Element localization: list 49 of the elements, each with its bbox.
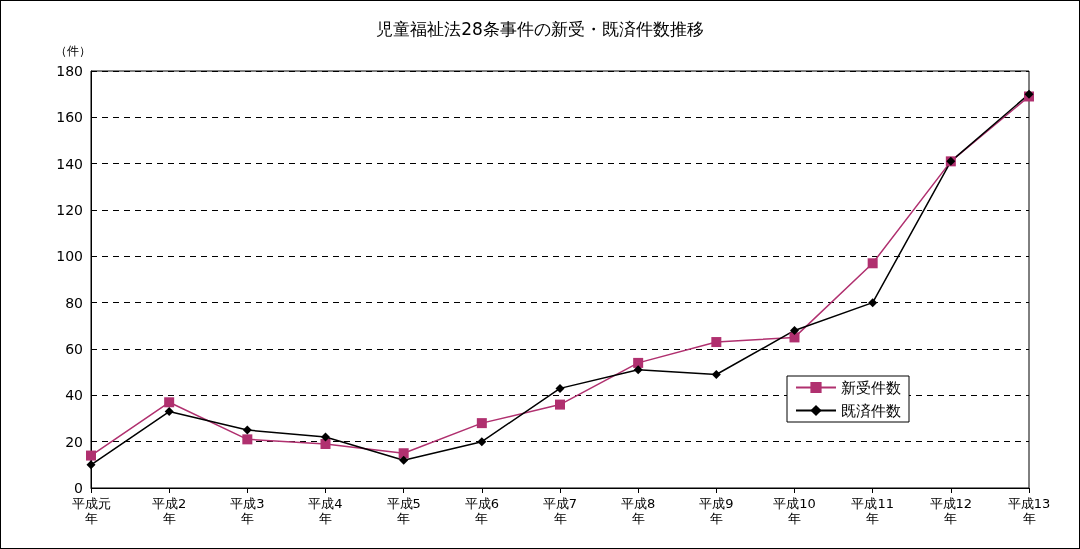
y-tick-label: 100 [56, 248, 83, 265]
x-tick-label: 平成元年 [71, 496, 111, 526]
y-tick-label: 140 [56, 155, 83, 172]
y-axis-title: （件） [55, 44, 91, 58]
legend-label: 既済件数 [841, 401, 901, 420]
y-tick-label: 60 [65, 341, 83, 357]
point [242, 425, 252, 435]
point [790, 325, 799, 335]
point [398, 448, 409, 459]
x-tick-label: 平成9年 [699, 496, 734, 526]
x-tick-label: 平成7年 [542, 496, 578, 526]
point [555, 383, 565, 393]
point [711, 337, 722, 348]
x-tick-label: 平成12年 [929, 496, 973, 526]
legend-label: 新受件数 [841, 378, 901, 397]
point [476, 418, 487, 429]
point [868, 298, 878, 308]
y-tick-label: 160 [56, 109, 83, 126]
y-tick-label: 180 [56, 63, 83, 79]
point [477, 437, 487, 447]
point [555, 399, 565, 410]
y-tick-label: 40 [65, 387, 83, 404]
y-tick-label: 120 [56, 202, 83, 218]
point [867, 258, 878, 269]
point [242, 434, 253, 445]
point [321, 432, 330, 442]
x-tick-label: 平成13年 [1007, 496, 1051, 526]
x-tick-label: 平成2年 [152, 496, 187, 526]
x-tick-label: 平成11年 [851, 496, 894, 526]
point [86, 460, 96, 470]
point [320, 438, 331, 449]
point [164, 397, 175, 408]
chart-title: 児童福祉法28条事件の新受・既済件数推移 [376, 18, 704, 39]
point [789, 332, 800, 343]
point [711, 369, 721, 379]
x-tick-label: 平成10年 [773, 496, 816, 526]
point [633, 365, 643, 375]
x-tick-label: 平成3年 [230, 496, 265, 526]
x-tick-label: 平成8年 [621, 496, 656, 526]
point [399, 455, 409, 465]
point [633, 357, 644, 368]
point [164, 407, 174, 417]
x-tick-label: 平成5年 [386, 496, 421, 526]
point [86, 450, 96, 461]
x-tick-label: 平成6年 [464, 496, 499, 526]
x-tick-label: 平成4年 [308, 496, 343, 526]
y-tick-label: 20 [65, 433, 83, 450]
y-tick-label: 0 [74, 480, 83, 496]
y-tick-label: 80 [65, 294, 83, 311]
